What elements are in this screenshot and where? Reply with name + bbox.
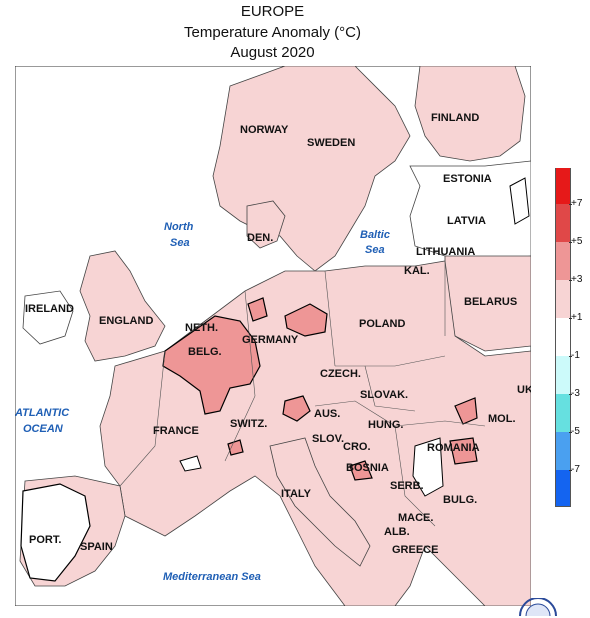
label-slovenia: SLOV. xyxy=(312,433,344,445)
label-mediterranean-sea: Mediterranean Sea xyxy=(163,571,261,583)
label-england: ENGLAND xyxy=(99,315,153,327)
label-germany: GERMANY xyxy=(242,334,299,346)
label-bulgaria: BULG. xyxy=(443,494,477,506)
label-sweden: SWEDEN xyxy=(307,137,355,149)
land-ireland xyxy=(22,290,74,345)
label-finland: FINLAND xyxy=(431,112,479,124)
legend-label-plus5: +5 xyxy=(571,236,583,247)
label-baltic-sea-2: Sea xyxy=(365,244,385,256)
legend-swatch-normal xyxy=(555,318,571,356)
agency-logo xyxy=(519,598,557,617)
legend-label-minus5: -5 xyxy=(571,426,580,437)
map-region-title: EUROPE xyxy=(240,3,305,20)
color-legend: +7 +5 +3 +1 -1 -3 -5 -7 xyxy=(552,168,590,508)
legend-label-plus1: +1 xyxy=(571,312,583,323)
label-poland: POLAND xyxy=(359,318,406,330)
anomaly-warm-bulgaria-romania xyxy=(449,437,478,465)
label-albania: ALB. xyxy=(384,526,410,538)
label-romania: ROMANIA xyxy=(427,442,480,454)
label-belgium: BELG. xyxy=(188,346,222,358)
label-slovakia: SLOVAK. xyxy=(360,389,408,401)
legend-swatch-1-3 xyxy=(555,280,571,318)
legend-swatch-neg1-neg3 xyxy=(555,356,571,394)
anomaly-near-normal-iberia xyxy=(20,483,91,582)
map-variable-title: Temperature Anomaly (°C) xyxy=(184,24,361,41)
label-greece: GREECE xyxy=(392,544,438,556)
land-finland xyxy=(414,66,526,162)
anomaly-map: NORWAY SWEDEN FINLAND ESTONIA LATVIA LIT… xyxy=(15,66,531,606)
anomaly-warm-bosnia xyxy=(349,460,373,481)
anomaly-near-normal-baltic-lake xyxy=(509,177,530,225)
label-baltic-sea-1: Baltic xyxy=(360,229,390,241)
legend-swatch-3-5 xyxy=(555,242,571,280)
label-italy: ITALY xyxy=(281,488,312,500)
label-kaliningrad: KAL. xyxy=(404,265,430,277)
legend-label-minus3: -3 xyxy=(571,388,580,399)
anomaly-warm-switz xyxy=(227,439,244,456)
label-estonia: ESTONIA xyxy=(443,173,492,185)
legend-swatch-gt7 xyxy=(555,168,571,204)
anomaly-warm-benelux xyxy=(162,315,261,415)
label-bosnia: BOSNIA xyxy=(346,462,389,474)
legend-swatch-neg3-neg5 xyxy=(555,394,571,432)
anomaly-warm-romania xyxy=(454,397,478,425)
label-spain: SPAIN xyxy=(80,541,113,553)
legend-swatch-lt-neg7 xyxy=(555,470,571,507)
label-serbia: SERB. xyxy=(390,480,424,492)
anomaly-warm-alps xyxy=(282,395,311,422)
label-hungary: HUNG. xyxy=(368,419,403,431)
legend-label-minus7: -7 xyxy=(571,464,580,475)
label-ireland: IRELAND xyxy=(25,303,74,315)
label-moldova: MOL. xyxy=(488,413,516,425)
legend-label-plus3: +3 xyxy=(571,274,583,285)
label-north-sea-1: North xyxy=(164,221,194,233)
country-labels: NORWAY SWEDEN FINLAND ESTONIA LATVIA LIT… xyxy=(25,112,531,556)
country-borders xyxy=(119,256,486,527)
label-france: FRANCE xyxy=(153,425,199,437)
legend-swatch-5-7 xyxy=(555,204,571,242)
anomaly-warm-north-germany xyxy=(247,297,268,322)
label-atlantic-1: ATLANTIC xyxy=(15,407,70,419)
label-denmark: DEN. xyxy=(247,232,273,244)
legend-label-plus7: +7 xyxy=(571,198,583,209)
anomaly-warm-germany xyxy=(284,303,328,337)
legend-label-minus1: -1 xyxy=(571,350,580,361)
label-norway: NORWAY xyxy=(240,124,289,136)
land-denmark xyxy=(246,200,286,249)
land-britain xyxy=(79,250,166,362)
label-belarus: BELARUS xyxy=(464,296,517,308)
label-latvia: LATVIA xyxy=(447,215,486,227)
land-italy xyxy=(269,437,371,567)
label-croatia: CRO. xyxy=(343,441,371,453)
anomaly-near-normal-balkans xyxy=(412,437,444,497)
label-austria: AUS. xyxy=(314,408,340,420)
label-netherlands: NETH. xyxy=(185,322,218,334)
map-period-title: August 2020 xyxy=(230,44,315,61)
sea-labels: North Sea Baltic Sea ATLANTIC OCEAN Medi… xyxy=(15,221,390,583)
label-atlantic-2: OCEAN xyxy=(23,423,64,435)
label-switzerland: SWITZ. xyxy=(230,418,267,430)
legend-swatch-neg5-neg7 xyxy=(555,432,571,470)
label-macedonia: MACE. xyxy=(398,512,433,524)
label-north-sea-2: Sea xyxy=(170,237,190,249)
label-ukraine: UK xyxy=(517,384,531,396)
anomaly-near-normal-france xyxy=(179,455,202,472)
label-portugal: PORT. xyxy=(29,534,61,546)
label-czechia: CZECH. xyxy=(320,368,361,380)
label-lithuania: LITHUANIA xyxy=(416,246,475,258)
